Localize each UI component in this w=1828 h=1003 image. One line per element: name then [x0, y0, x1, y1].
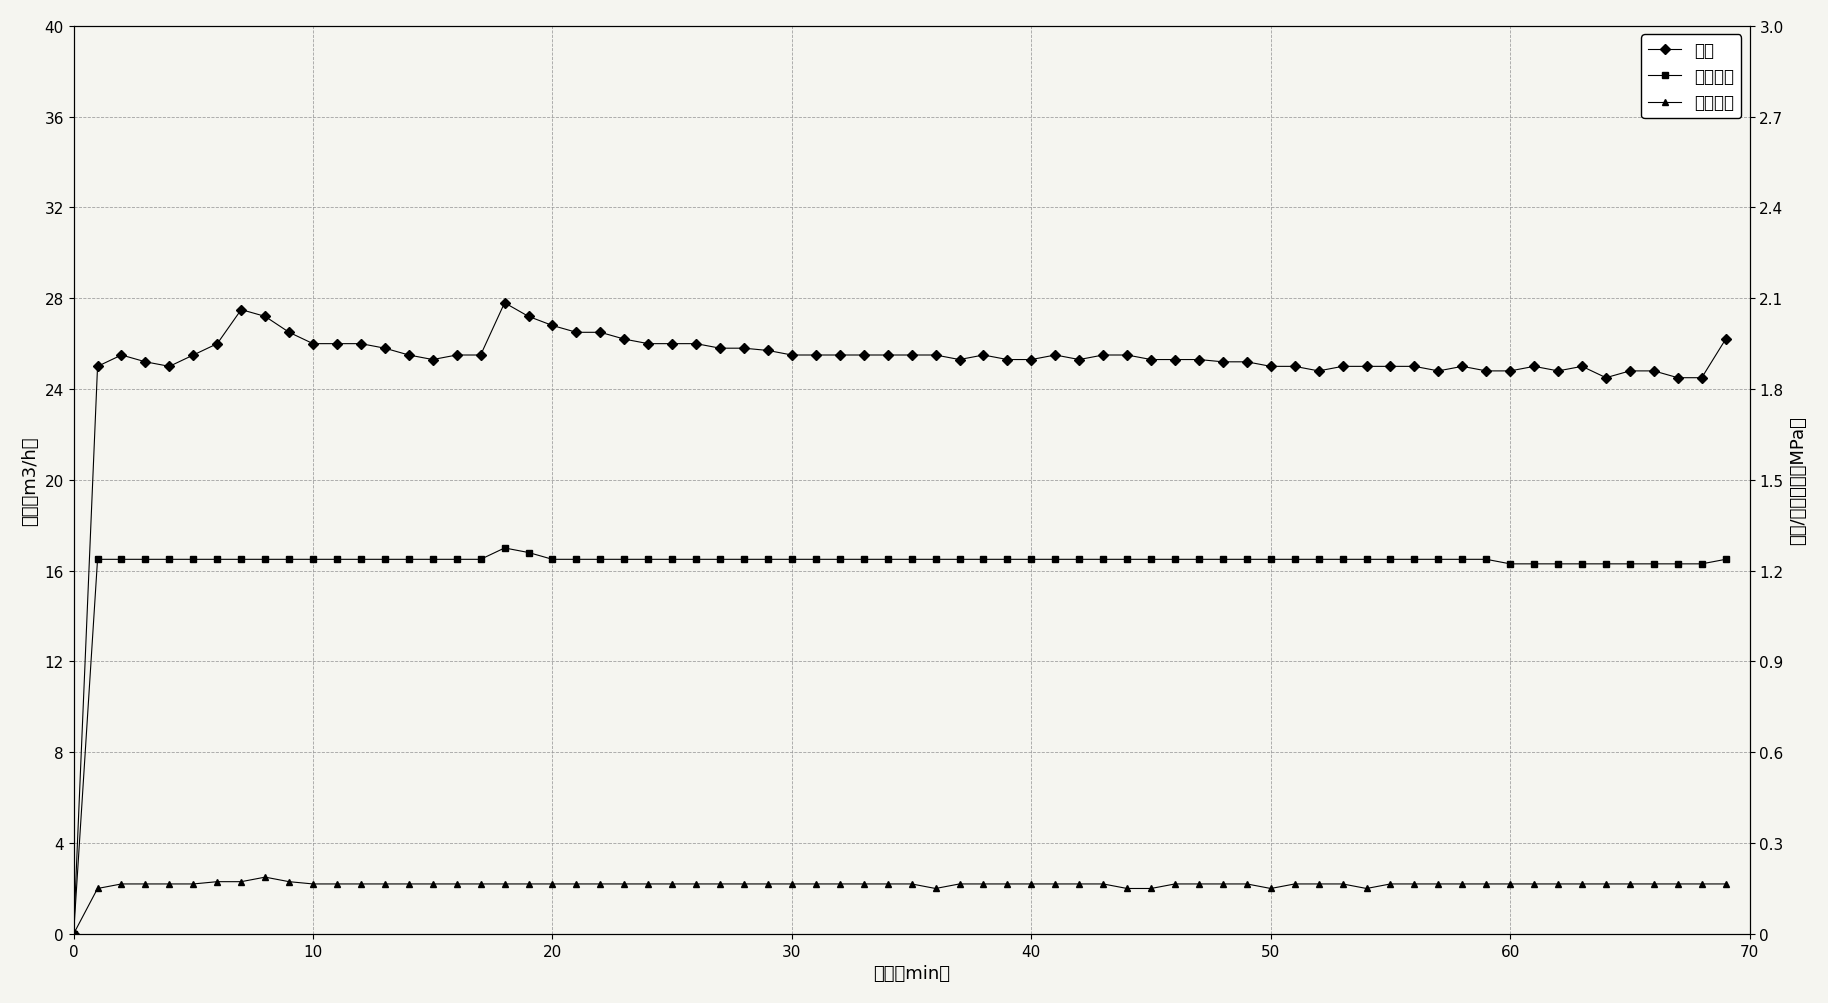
进口压力: [996, 554, 1018, 566]
进口压力: [1475, 554, 1497, 566]
出口压力: [1499, 878, 1521, 890]
进口压力: [62, 928, 84, 940]
流量: [1499, 365, 1521, 377]
Y-axis label: 流量（m3/h）: 流量（m3/h）: [20, 435, 38, 526]
X-axis label: 时间（min）: 时间（min）: [874, 964, 951, 982]
出口压力: [302, 878, 324, 890]
Line: 流量: 流量: [69, 300, 1729, 938]
出口压力: [470, 878, 492, 890]
Legend: 流量, 进口压力, 出口压力: 流量, 进口压力, 出口压力: [1642, 35, 1742, 119]
Line: 进口压力: 进口压力: [71, 546, 1729, 937]
流量: [1715, 334, 1737, 346]
进口压力: [278, 554, 300, 566]
出口压力: [996, 878, 1018, 890]
出口压力: [254, 872, 276, 884]
流量: [589, 327, 611, 339]
流量: [62, 928, 84, 940]
进口压力: [1715, 554, 1737, 566]
出口压力: [1715, 878, 1737, 890]
出口压力: [62, 928, 84, 940]
进口压力: [1499, 559, 1521, 571]
流量: [996, 354, 1018, 366]
流量: [446, 350, 468, 362]
Line: 出口压力: 出口压力: [69, 874, 1729, 938]
流量: [494, 298, 515, 310]
流量: [1475, 365, 1497, 377]
出口压力: [589, 878, 611, 890]
Y-axis label: 进口/出口压力（MPa）: 进口/出口压力（MPa）: [1790, 416, 1808, 545]
进口压力: [589, 554, 611, 566]
进口压力: [446, 554, 468, 566]
流量: [278, 327, 300, 339]
出口压力: [1475, 878, 1497, 890]
进口压力: [494, 543, 515, 555]
